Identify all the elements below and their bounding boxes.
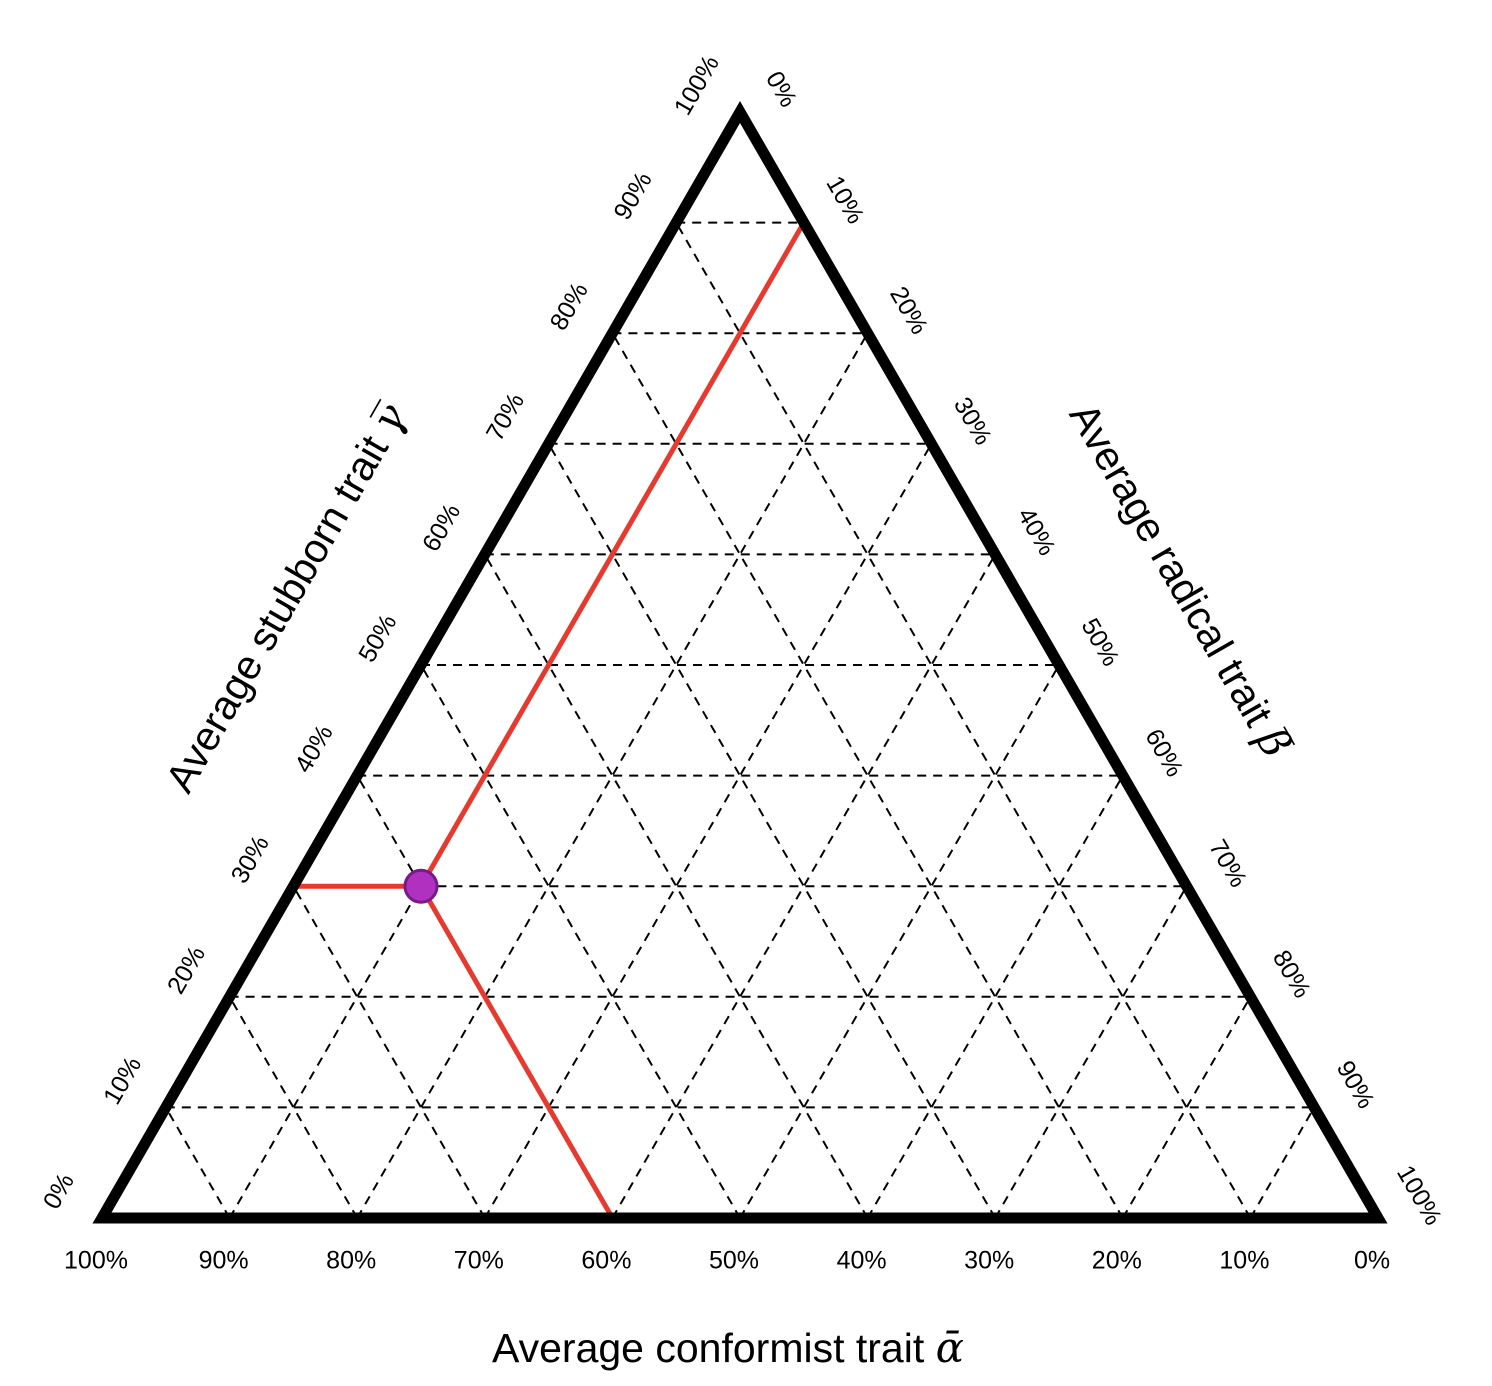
grid-line-radical	[1121, 996, 1252, 1219]
left-tick-label: 50%	[353, 610, 402, 667]
bottom-tick-label: 70%	[454, 1247, 504, 1275]
grid-line-radical	[1249, 1106, 1316, 1219]
right-tick-label: 0%	[760, 67, 802, 112]
bottom-tick-label: 40%	[837, 1247, 887, 1275]
right-tick-label: 60%	[1139, 724, 1188, 781]
right-tick-label: 80%	[1267, 945, 1316, 1002]
left-tick-label: 90%	[608, 167, 657, 224]
right-tick-label: 20%	[884, 282, 933, 339]
left-tick-label: 100%	[669, 51, 725, 120]
right-axis-title: Average radical trait β̅	[1060, 394, 1302, 765]
left-tick-label: 20%	[162, 941, 211, 998]
bottom-tick-label: 30%	[964, 1247, 1014, 1275]
grid-line-conformist	[164, 1106, 231, 1219]
guide-line-conformist	[418, 883, 615, 1221]
left-tick-label: 40%	[289, 720, 338, 777]
left-tick-label: 0%	[38, 1169, 80, 1214]
left-tick-label: 30%	[226, 831, 275, 888]
guide-lines	[290, 220, 807, 1221]
grid-line-radical	[866, 775, 1124, 1219]
grid-line-radical	[483, 443, 933, 1219]
grid-line-conformist	[675, 222, 1252, 1219]
guide-line-radical	[418, 220, 807, 889]
triangle-outline	[92, 100, 1388, 1224]
right-tick-label: 90%	[1331, 1056, 1380, 1113]
grid-line-conformist	[292, 885, 486, 1219]
grid-line-radical	[994, 885, 1188, 1219]
bottom-tick-label: 50%	[709, 1247, 759, 1275]
grid-line-radical	[739, 664, 1060, 1219]
bottom-tick-label: 20%	[1092, 1247, 1142, 1275]
left-tick-label: 10%	[98, 1052, 147, 1109]
grid-line-radical	[356, 332, 869, 1219]
bottom-tick-label: 100%	[64, 1247, 128, 1275]
left-tick-label: 80%	[545, 278, 594, 335]
right-tick-label: 40%	[1012, 503, 1061, 560]
bottom-tick-label: 80%	[326, 1247, 376, 1275]
grid-line-conformist	[611, 332, 1124, 1219]
data-point-layer	[403, 868, 439, 904]
right-tick-label: 10%	[820, 171, 869, 228]
left-tick-label: 70%	[481, 388, 530, 445]
left-tick-label: 60%	[417, 499, 466, 556]
right-tick-label: 70%	[1203, 835, 1252, 892]
bottom-axis-title: Average conformist trait ᾱ	[492, 1323, 964, 1372]
triangle-frame	[92, 100, 1388, 1224]
grid-line-conformist	[420, 664, 741, 1219]
grid-lines	[164, 221, 1316, 1219]
grid-line-conformist	[547, 443, 997, 1219]
bottom-tick-label: 60%	[581, 1247, 631, 1275]
bottom-tick-label: 90%	[199, 1247, 249, 1275]
grid-line-conformist	[228, 996, 359, 1219]
bottom-tick-label: 10%	[1219, 1247, 1269, 1275]
right-tick-label: 30%	[948, 392, 997, 449]
right-tick-label: 50%	[1076, 614, 1125, 671]
bottom-tick-label: 0%	[1354, 1247, 1390, 1275]
right-tick-label: 100%	[1391, 1161, 1447, 1230]
data-point	[403, 868, 439, 904]
